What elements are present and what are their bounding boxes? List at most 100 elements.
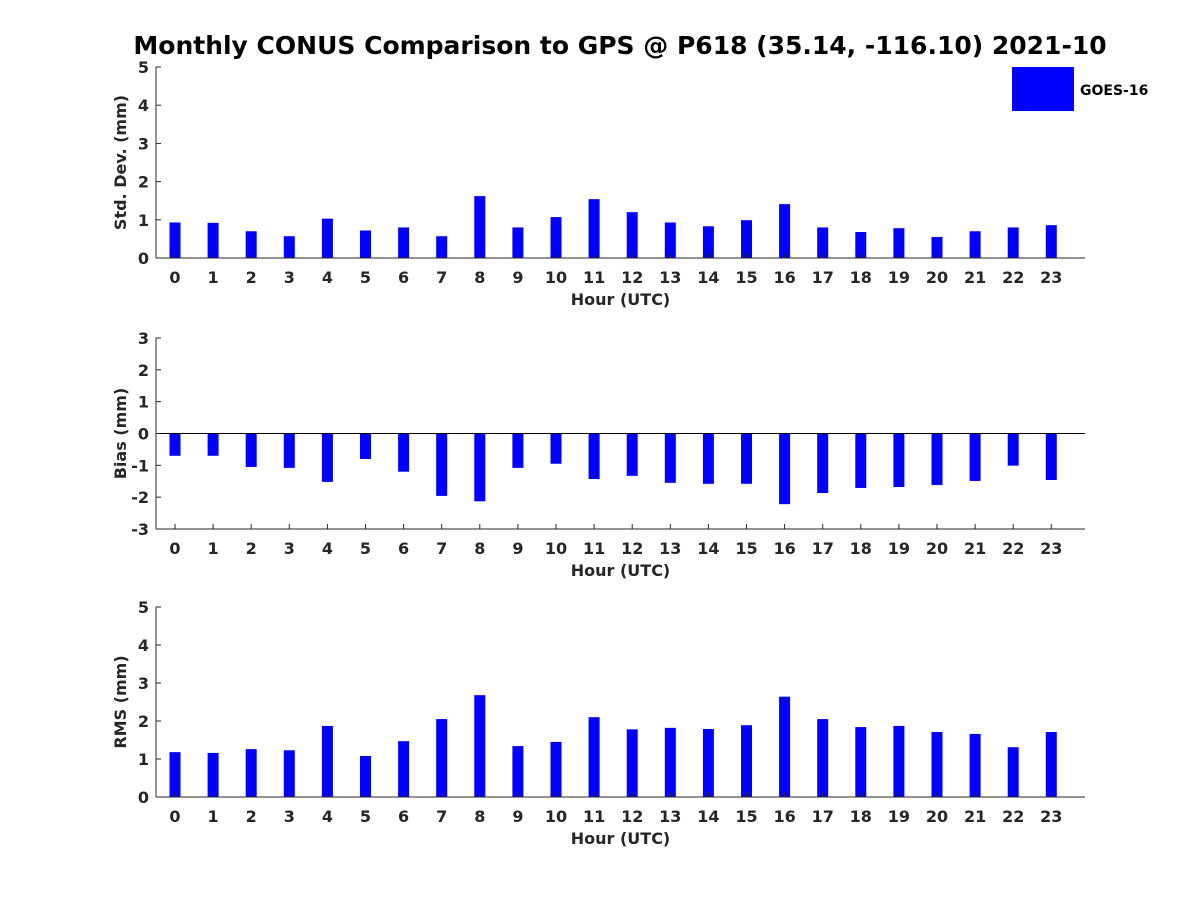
y-tick-label: 4 [138,96,149,115]
bar-7 [436,433,448,496]
y-tick-label: 1 [138,211,149,230]
x-tick-label: 1 [208,807,219,826]
bar-19 [893,228,905,258]
bar-6 [398,227,410,258]
bar-2 [245,433,257,467]
bar-8 [474,433,486,502]
bar-4 [321,725,333,797]
y-tick-label: 1 [138,393,149,412]
x-tick-label: 23 [1040,539,1062,558]
bar-23 [1045,225,1057,258]
x-tick-label: 3 [284,268,295,287]
x-tick-label: 0 [169,539,180,558]
bar-19 [893,725,905,797]
x-tick-label: 19 [888,807,910,826]
x-tick-label: 14 [697,807,719,826]
x-tick-label: 19 [888,539,910,558]
x-tick-label: 20 [926,268,948,287]
bar-1 [207,222,219,258]
x-tick-label: 11 [583,268,605,287]
x-tick-label: 21 [964,539,986,558]
bar-18 [855,232,867,258]
y-tick-label: 5 [138,598,149,617]
x-tick-label: 13 [659,807,681,826]
x-tick-label: 9 [512,539,523,558]
bar-21 [969,231,981,258]
bar-22 [1007,747,1019,797]
x-tick-label: 15 [735,807,757,826]
bar-21 [969,433,981,481]
x-tick-label: 6 [398,539,409,558]
y-tick-label: -1 [131,456,149,475]
bar-6 [398,741,410,797]
x-tick-label: 1 [208,539,219,558]
x-tick-label: 11 [583,539,605,558]
x-tick-label: 10 [545,807,567,826]
y-tick-label: 3 [138,674,149,693]
x-tick-label: 15 [735,539,757,558]
bar-2 [245,231,257,258]
bar-15 [741,725,752,797]
x-tick-label: 2 [246,807,257,826]
bar-16 [779,696,791,797]
x-tick-label: 7 [436,268,447,287]
x-tick-label: 22 [1002,539,1024,558]
bar-10 [550,741,562,797]
y-tick-label: -3 [131,520,149,539]
bar-17 [817,719,829,797]
bar-6 [398,433,410,472]
bar-16 [779,433,791,505]
bar-8 [474,196,486,258]
x-tick-label: 2 [246,539,257,558]
bar-18 [855,433,867,488]
y-tick-label: 2 [138,712,149,731]
y-tick-label: 1 [138,750,149,769]
bar-20 [931,732,943,797]
x-tick-label: 22 [1002,807,1024,826]
x-tick-label: 4 [322,268,333,287]
bar-5 [360,755,371,797]
x-tick-label: 17 [812,268,834,287]
bar-11 [588,199,600,258]
x-tick-label: 9 [512,807,523,826]
x-tick-label: 7 [436,807,447,826]
bar-16 [779,204,791,258]
x-tick-label: 22 [1002,268,1024,287]
x-tick-label: 10 [545,268,567,287]
x-tick-label: 19 [888,268,910,287]
x-axis-label: Hour (UTC) [571,290,671,309]
x-tick-label: 16 [773,539,795,558]
bar-15 [741,220,752,258]
x-tick-label: 10 [545,539,567,558]
y-tick-label: 2 [138,361,149,380]
bar-12 [626,729,638,797]
x-axis-label: Hour (UTC) [571,829,671,848]
x-tick-label: 16 [773,268,795,287]
x-tick-label: 4 [322,539,333,558]
x-tick-label: 3 [284,539,295,558]
x-tick-label: 5 [360,539,371,558]
x-tick-label: 14 [697,268,719,287]
legend-label: GOES-16 [1080,83,1148,99]
x-tick-label: 21 [964,807,986,826]
x-tick-label: 6 [398,268,409,287]
bar-4 [321,433,333,482]
y-axis-label: Bias (mm) [111,388,130,480]
y-tick-label: 0 [138,788,149,807]
bar-11 [588,717,600,797]
bar-9 [512,746,524,797]
bar-3 [283,750,295,797]
x-tick-label: 1 [208,268,219,287]
legend: GOES-16 [1012,67,1148,111]
bar-21 [969,733,981,797]
y-axis-label: RMS (mm) [111,655,130,748]
x-tick-label: 14 [697,539,719,558]
x-tick-label: 0 [169,807,180,826]
bar-5 [360,433,371,459]
x-tick-label: 7 [436,539,447,558]
y-tick-label: 5 [138,58,149,77]
bar-7 [436,236,448,258]
x-tick-label: 4 [322,807,333,826]
